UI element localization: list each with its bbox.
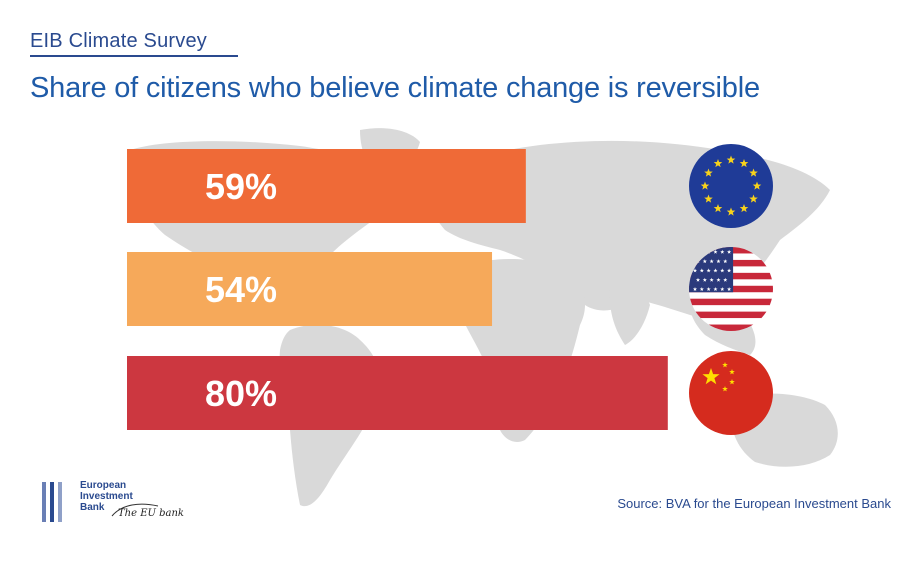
source-note: Source: BVA for the European Investment … bbox=[617, 496, 891, 511]
survey-kicker: EIB Climate Survey bbox=[30, 30, 207, 52]
bar-value-label-china: 80% bbox=[205, 373, 277, 414]
bar-eu bbox=[127, 149, 526, 223]
bar-value-label-usa: 54% bbox=[205, 269, 277, 310]
us-flag-icon bbox=[689, 247, 773, 331]
logo-tagline: The EU bank bbox=[118, 508, 184, 519]
china-flag-icon bbox=[689, 351, 773, 435]
logo-line-3: Bank bbox=[80, 502, 105, 513]
kicker-underline bbox=[30, 55, 238, 57]
logo-wordmark: European Investment Bank bbox=[80, 480, 140, 513]
map-india bbox=[609, 284, 650, 345]
bar-usa bbox=[127, 252, 493, 326]
logo-swoosh-icon bbox=[111, 503, 159, 517]
logo-line-1: European bbox=[80, 480, 127, 491]
eu-flag-icon bbox=[689, 144, 773, 228]
bar-value-label-eu: 59% bbox=[205, 166, 277, 207]
flags-group bbox=[689, 144, 773, 435]
bar-china bbox=[127, 356, 668, 430]
eib-logo: European Investment Bank The EU bank bbox=[40, 478, 220, 526]
chart-title: Share of citizens who believe climate ch… bbox=[30, 72, 760, 104]
bars-group: 59% 54% 80% bbox=[127, 149, 668, 430]
logo-bar-3 bbox=[58, 482, 62, 522]
logo-bar-1 bbox=[42, 482, 46, 522]
logo-bar-2 bbox=[50, 482, 54, 522]
logo-line-2: Investment bbox=[80, 491, 133, 502]
